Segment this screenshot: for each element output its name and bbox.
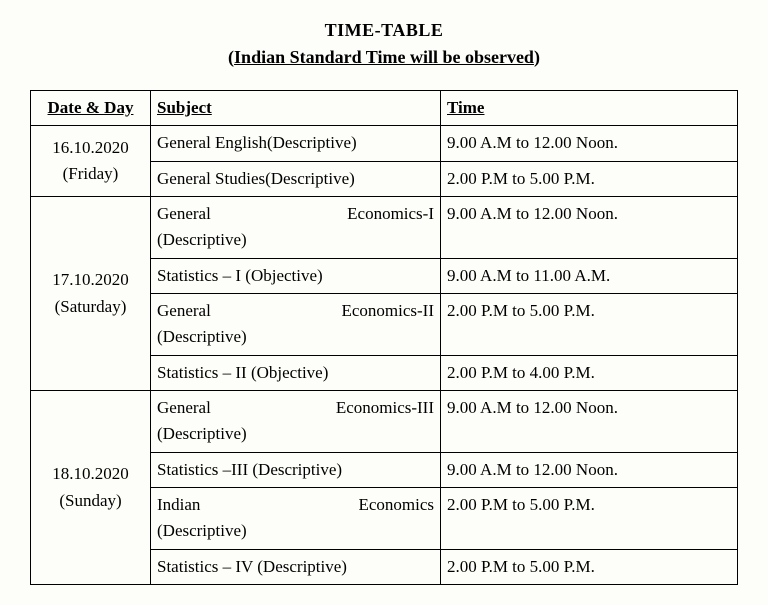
subject-cell: General Economics-III (Descriptive) xyxy=(151,391,441,453)
table-header-row: Date & Day Subject Time xyxy=(31,91,738,126)
time-cell: 9.00 A.M to 12.00 Noon. xyxy=(441,126,738,161)
date-cell: 18.10.2020(Sunday) xyxy=(31,391,151,585)
subject-cell: General Studies(Descriptive) xyxy=(151,161,441,196)
date-cell: 17.10.2020(Saturday) xyxy=(31,197,151,391)
subject-cell: General Economics-I (Descriptive) xyxy=(151,197,441,259)
col-time: Time xyxy=(441,91,738,126)
timetable: Date & Day Subject Time 16.10.2020(Frida… xyxy=(30,90,738,585)
time-cell: 2.00 P.M to 5.00 P.M. xyxy=(441,549,738,584)
subject-cell: Statistics – II (Objective) xyxy=(151,355,441,390)
table-row: 16.10.2020(Friday) General English(Descr… xyxy=(31,126,738,161)
time-cell: 2.00 P.M to 5.00 P.M. xyxy=(441,294,738,356)
subject-cell: Statistics –III (Descriptive) xyxy=(151,452,441,487)
time-cell: 2.00 P.M to 5.00 P.M. xyxy=(441,161,738,196)
time-cell: 9.00 A.M to 12.00 Noon. xyxy=(441,452,738,487)
table-row: 17.10.2020(Saturday) General Economics-I… xyxy=(31,197,738,259)
subject-cell: General Economics-II (Descriptive) xyxy=(151,294,441,356)
col-date: Date & Day xyxy=(31,91,151,126)
date-cell: 16.10.2020(Friday) xyxy=(31,126,151,197)
subject-cell: Statistics – I (Objective) xyxy=(151,258,441,293)
col-subject: Subject xyxy=(151,91,441,126)
subject-cell: General English(Descriptive) xyxy=(151,126,441,161)
table-row: 18.10.2020(Sunday) General Economics-III… xyxy=(31,391,738,453)
time-cell: 2.00 P.M to 4.00 P.M. xyxy=(441,355,738,390)
subject-cell: Statistics – IV (Descriptive) xyxy=(151,549,441,584)
time-cell: 2.00 P.M to 5.00 P.M. xyxy=(441,488,738,550)
time-cell: 9.00 A.M to 12.00 Noon. xyxy=(441,391,738,453)
page-subtitle: (Indian Standard Time will be observed) xyxy=(30,47,738,68)
time-cell: 9.00 A.M to 11.00 A.M. xyxy=(441,258,738,293)
page-title: TIME-TABLE xyxy=(30,20,738,41)
time-cell: 9.00 A.M to 12.00 Noon. xyxy=(441,197,738,259)
subject-cell: Indian Economics (Descriptive) xyxy=(151,488,441,550)
